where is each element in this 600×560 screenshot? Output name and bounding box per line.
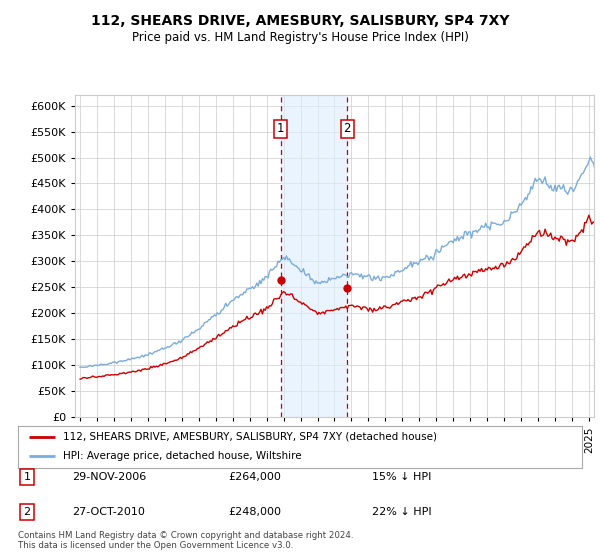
Text: Contains HM Land Registry data © Crown copyright and database right 2024.
This d: Contains HM Land Registry data © Crown c… (18, 530, 353, 550)
Text: 112, SHEARS DRIVE, AMESBURY, SALISBURY, SP4 7XY (detached house): 112, SHEARS DRIVE, AMESBURY, SALISBURY, … (63, 432, 437, 442)
Text: HPI: Average price, detached house, Wiltshire: HPI: Average price, detached house, Wilt… (63, 451, 302, 461)
Text: 22% ↓ HPI: 22% ↓ HPI (372, 507, 431, 517)
Text: 1: 1 (277, 123, 284, 136)
Text: 29-NOV-2006: 29-NOV-2006 (72, 472, 146, 482)
Text: £248,000: £248,000 (228, 507, 281, 517)
Text: 112, SHEARS DRIVE, AMESBURY, SALISBURY, SP4 7XY: 112, SHEARS DRIVE, AMESBURY, SALISBURY, … (91, 14, 509, 28)
Text: 27-OCT-2010: 27-OCT-2010 (72, 507, 145, 517)
Text: 2: 2 (23, 507, 31, 517)
Text: Price paid vs. HM Land Registry's House Price Index (HPI): Price paid vs. HM Land Registry's House … (131, 31, 469, 44)
Text: 2: 2 (343, 123, 351, 136)
Bar (281, 95, 347, 417)
Text: 1: 1 (23, 472, 31, 482)
Text: £264,000: £264,000 (228, 472, 281, 482)
Text: 15% ↓ HPI: 15% ↓ HPI (372, 472, 431, 482)
